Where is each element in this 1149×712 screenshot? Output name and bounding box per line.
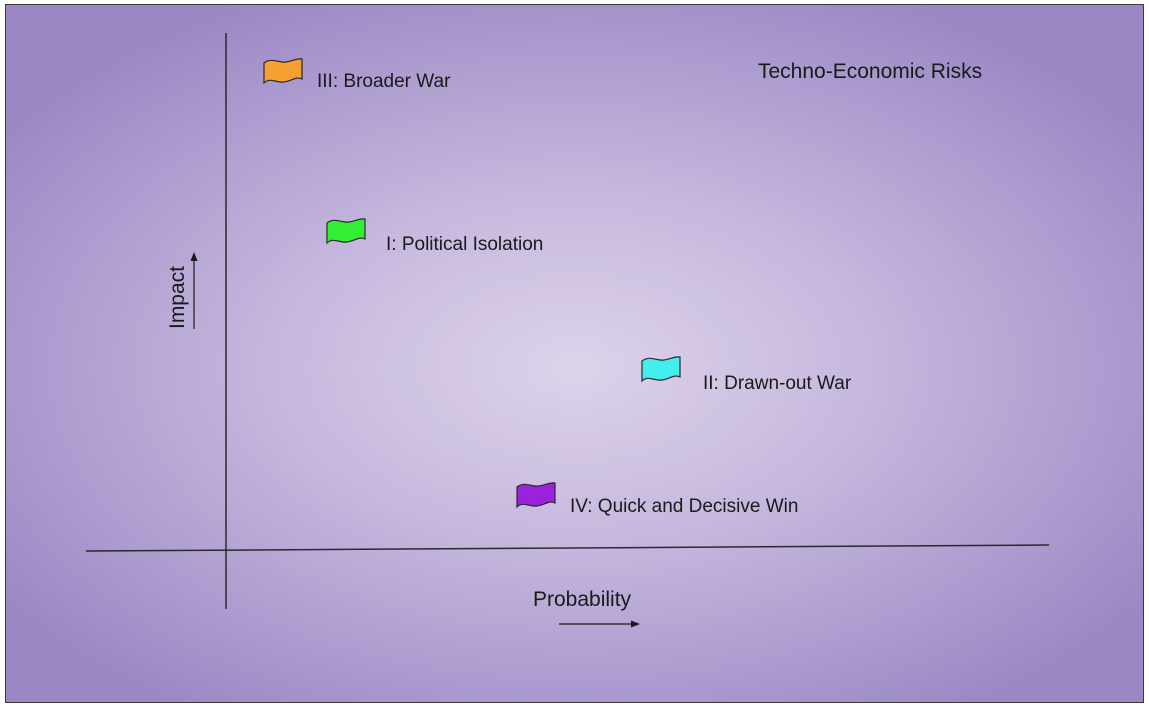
scenario-label-political-isolation: I: Political Isolation [386,234,544,255]
x-axis-label: Probability [533,588,632,611]
x-axis [85,544,1050,552]
diagram-slide: Techno-Economic Risks Impact Probability… [5,4,1144,703]
scenario-label-drawn-out-war: II: Drawn-out War [703,373,852,394]
flag-icon-purple [515,481,557,511]
diagram-title: Techno-Economic Risks [758,60,983,83]
probability-arrow [559,620,640,628]
flag-icon-orange [262,57,304,87]
flag-icon-green [325,217,367,247]
impact-arrow [190,252,198,329]
axes-canvas [85,33,1050,628]
scenario-label-quick-decisive-win: IV: Quick and Decisive Win [570,496,799,517]
flag-icon-cyan [640,355,682,385]
y-axis-label: Impact [166,265,190,330]
scenario-label-broader-war: III: Broader War [317,71,451,92]
